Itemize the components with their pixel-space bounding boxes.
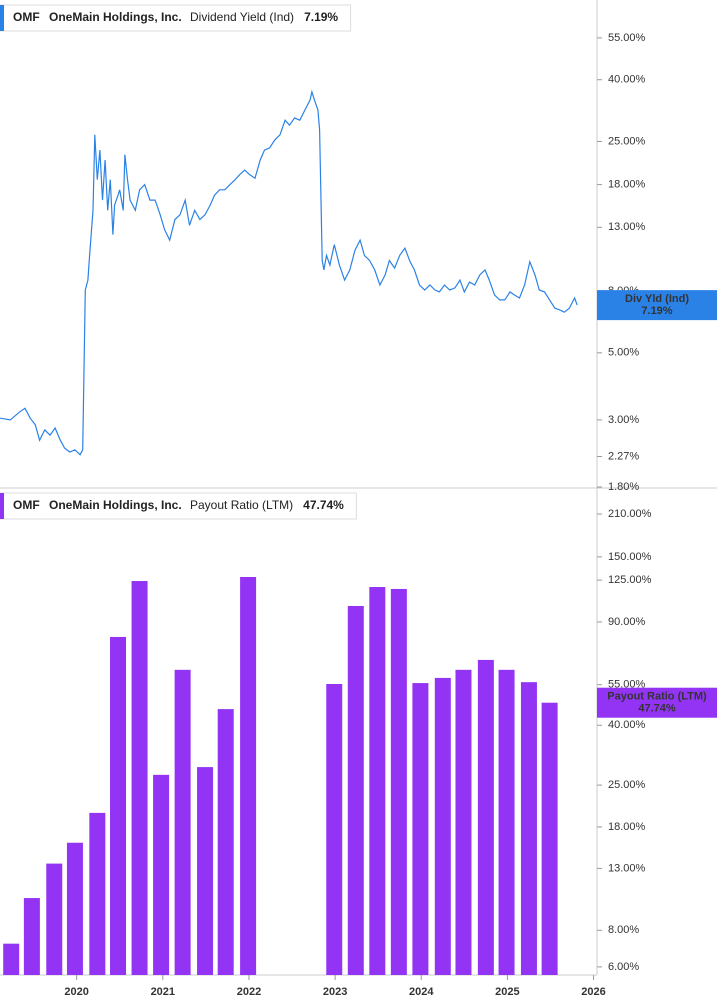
bar <box>326 683 343 975</box>
bar <box>110 636 127 975</box>
badge-label: Payout Ratio (LTM) <box>607 691 707 703</box>
bar <box>541 702 558 975</box>
y-tick-label: 18.00% <box>608 179 646 191</box>
line <box>0 89 578 456</box>
bar <box>197 767 214 975</box>
bar <box>46 863 63 975</box>
y-tick-label: 6.00% <box>608 961 639 973</box>
bar <box>412 683 429 975</box>
x-tick-label: 2023 <box>323 986 347 998</box>
y-tick-label: 2.27% <box>608 450 639 462</box>
bar <box>153 774 170 975</box>
bar <box>455 669 472 975</box>
bar <box>240 576 257 975</box>
bar <box>369 587 386 975</box>
badge-value: 7.19% <box>641 305 672 317</box>
bar <box>347 606 364 975</box>
y-tick-label: 5.00% <box>608 347 639 359</box>
legend-company: OneMain Holdings, Inc. <box>49 10 182 24</box>
legend-company: OneMain Holdings, Inc. <box>49 498 182 512</box>
x-tick-label: 2025 <box>495 986 519 998</box>
bar <box>390 588 407 975</box>
y-tick-label: 25.00% <box>608 135 646 147</box>
y-tick-label: 8.00% <box>608 924 639 936</box>
legend-box <box>0 492 357 520</box>
x-tick-label: 2026 <box>581 986 605 998</box>
bar <box>477 659 494 975</box>
bar <box>434 677 451 975</box>
bar <box>131 581 148 975</box>
y-tick-label: 125.00% <box>608 574 652 586</box>
bar <box>520 682 537 975</box>
bar <box>89 812 106 975</box>
bar <box>66 842 83 975</box>
current-value-badge <box>597 290 717 321</box>
y-tick-label: 3.00% <box>608 414 639 426</box>
y-tick-label: 210.00% <box>608 508 652 520</box>
legend-swatch <box>0 493 4 519</box>
legend-ticker: OMF <box>13 10 40 24</box>
y-tick-label: 55.00% <box>608 679 646 691</box>
bar <box>498 669 515 975</box>
legend-value: 47.74% <box>303 498 344 512</box>
y-tick-label: 90.00% <box>608 616 646 628</box>
y-tick-label: 55.00% <box>608 32 646 44</box>
badge-value: 47.74% <box>638 703 676 715</box>
badge-label: Div Yld (Ind) <box>625 293 689 305</box>
x-tick-label: 2021 <box>151 986 175 998</box>
y-tick-label: 40.00% <box>608 74 646 86</box>
y-tick-label: 18.00% <box>608 821 646 833</box>
y-tick-label: 150.00% <box>608 551 652 563</box>
bar <box>23 898 40 975</box>
bar <box>174 669 191 975</box>
bar <box>3 943 20 975</box>
bar <box>217 709 234 975</box>
y-tick-label: 13.00% <box>608 221 646 233</box>
legend-ticker: OMF <box>13 498 40 512</box>
y-tick-label: 40.00% <box>608 719 646 731</box>
legend-value: 7.19% <box>304 10 338 24</box>
x-tick-label: 2024 <box>409 986 434 998</box>
legend-series-name: Dividend Yield (Ind) <box>190 10 294 24</box>
y-tick-label: 13.00% <box>608 862 646 874</box>
x-tick-label: 2022 <box>237 986 261 998</box>
x-tick-label: 2020 <box>64 986 88 998</box>
legend-series-name: Payout Ratio (LTM) <box>190 498 293 512</box>
y-tick-label: 25.00% <box>608 779 646 791</box>
legend-swatch <box>0 5 4 31</box>
y-tick-label: 1.80% <box>608 481 639 493</box>
current-value-badge <box>597 687 717 718</box>
